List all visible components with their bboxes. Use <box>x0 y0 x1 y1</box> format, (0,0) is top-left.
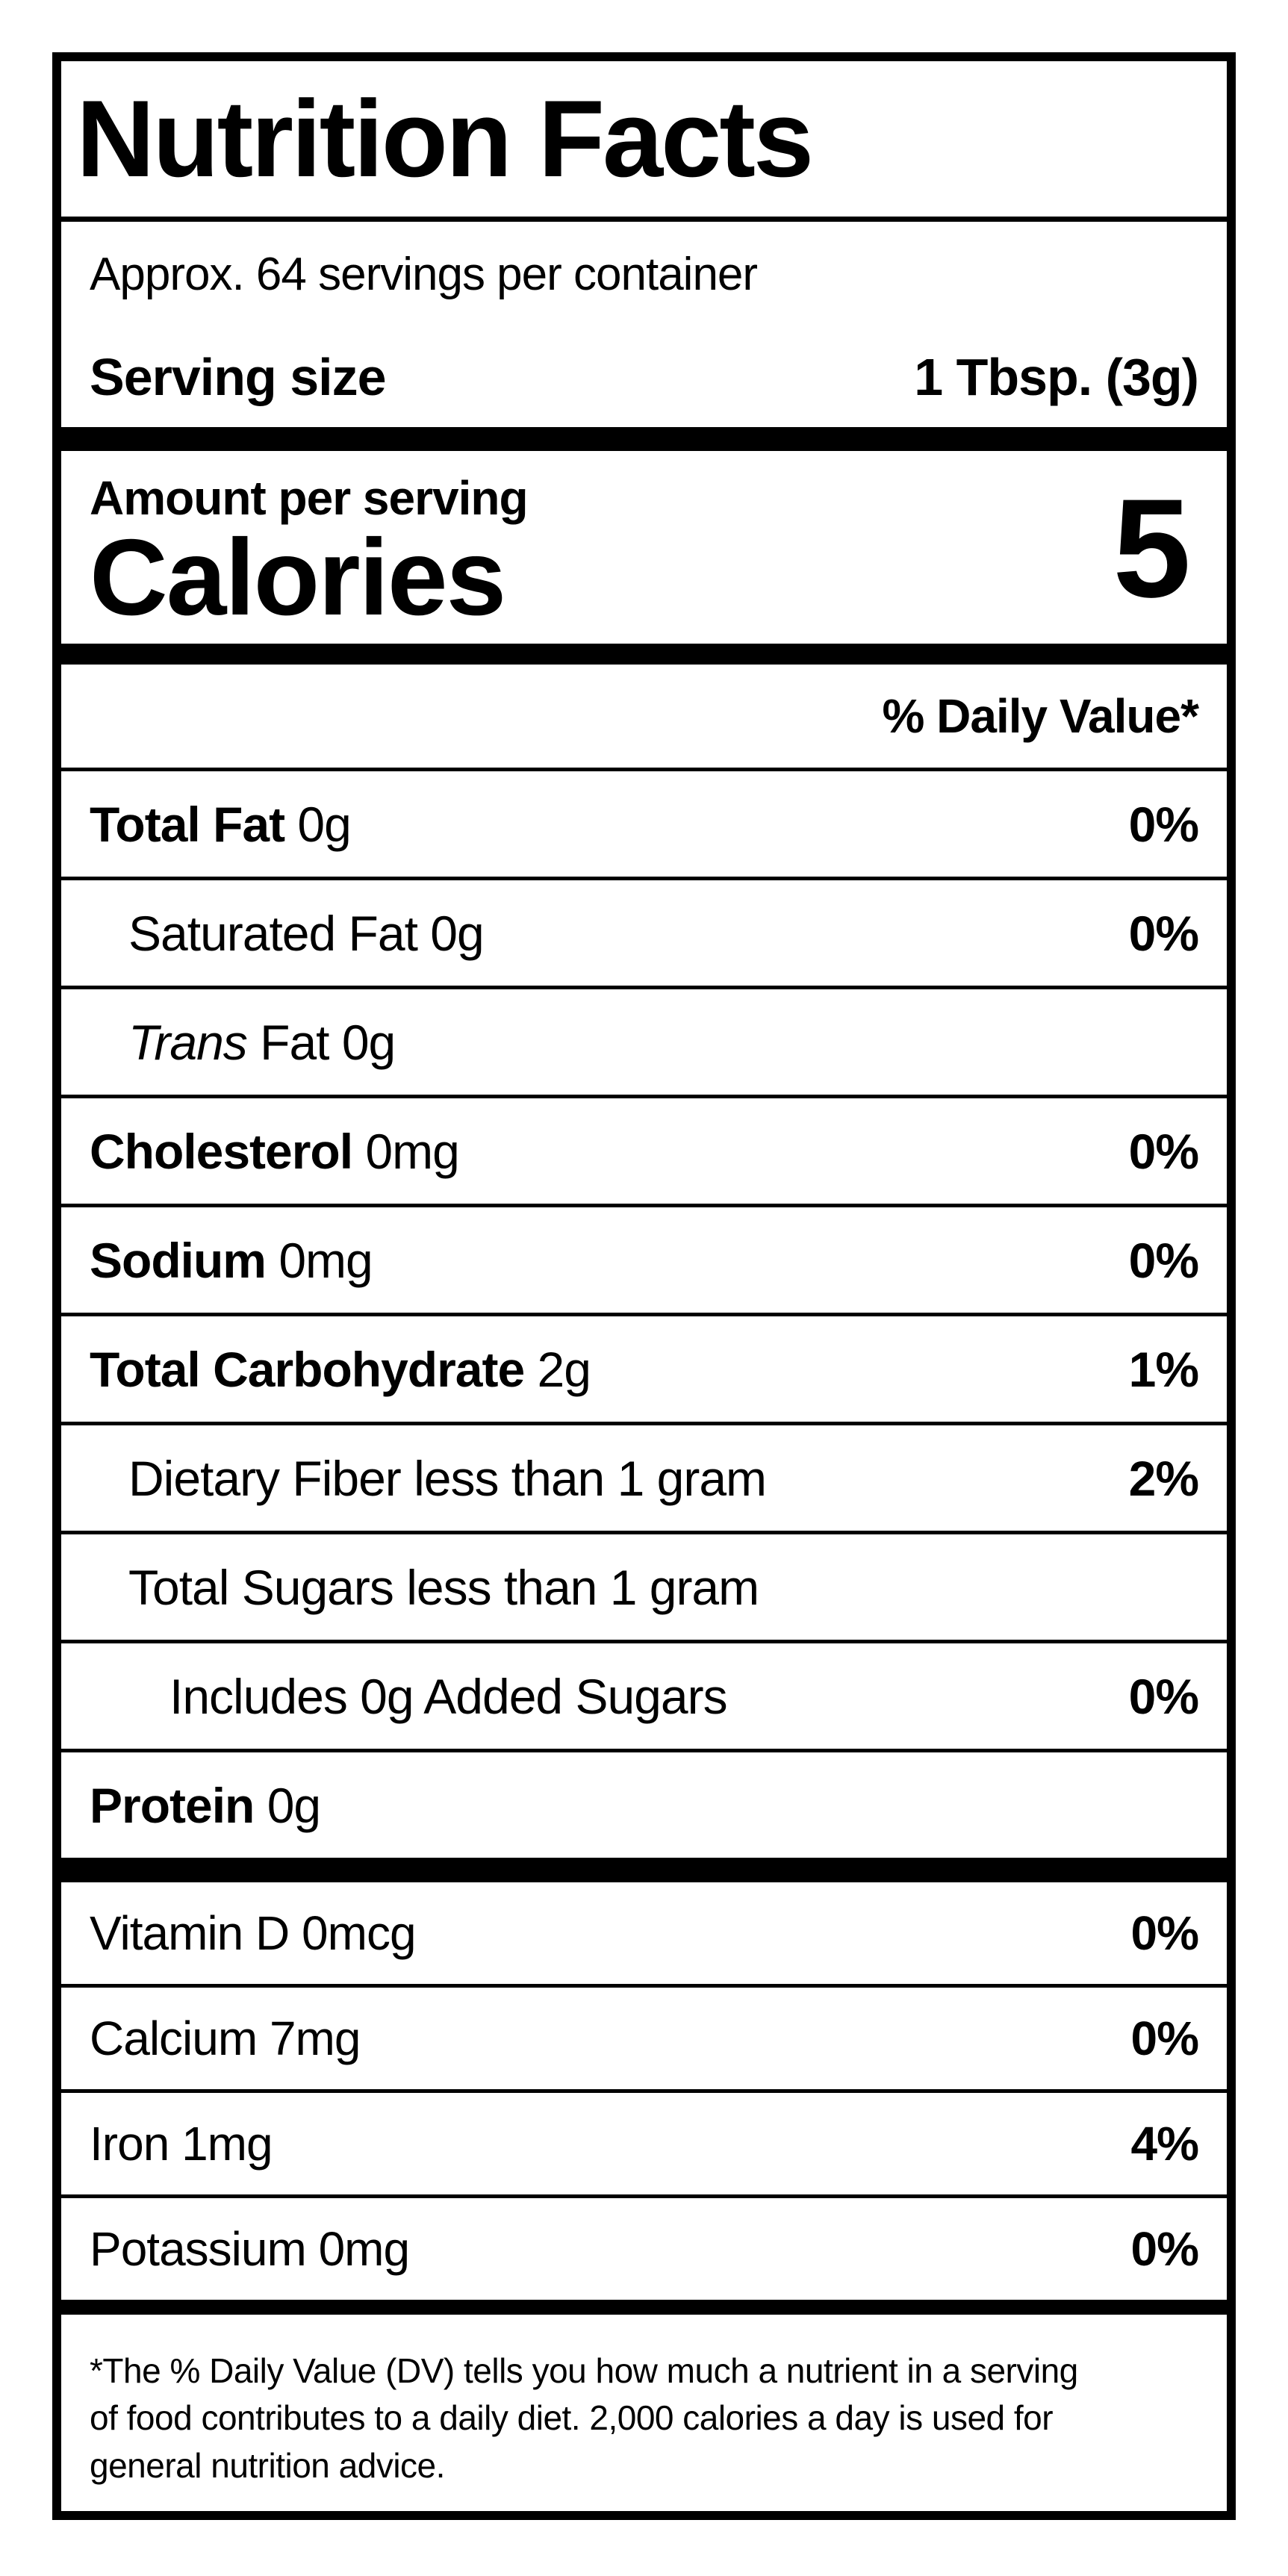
micronutrient-dv: 0% <box>1130 2012 1199 2065</box>
divider-below-title <box>61 217 1227 222</box>
divider <box>61 1531 1227 1534</box>
divider <box>61 877 1227 880</box>
amount-per-serving-label: Amount per serving <box>90 471 529 525</box>
nutrient-name: Trans Fat 0g <box>128 1014 396 1070</box>
divider <box>61 1204 1227 1207</box>
nutrient-dv: 0% <box>1128 796 1199 852</box>
micro-row-vitamin-d: Vitamin D 0mcg 0% <box>61 1882 1227 1984</box>
nutrient-row-total-carbohydrate: Total Carbohydrate 2g 1% <box>61 1316 1227 1422</box>
nutrient-row-total-fat: Total Fat 0g 0% <box>61 771 1227 877</box>
label-title: Nutrition Facts <box>76 78 814 199</box>
nutrient-dv: 0% <box>1128 1123 1199 1179</box>
nutrient-name: Total Sugars less than 1 gram <box>128 1559 759 1615</box>
nutrient-name: Total Carbohydrate 2g <box>90 1341 591 1397</box>
nutrient-row-protein: Protein 0g <box>61 1752 1227 1858</box>
divider <box>61 1095 1227 1098</box>
title-block: Nutrition Facts <box>61 61 1227 217</box>
nutrient-dv: 1% <box>1128 1341 1199 1397</box>
divider <box>61 2194 1227 2198</box>
footnote-line: *The % Daily Value (DV) tells you how mu… <box>90 2351 1078 2390</box>
nutrient-name: Includes 0g Added Sugars <box>169 1668 728 1724</box>
divider <box>61 1313 1227 1316</box>
thick-bar-below-calories <box>61 644 1227 665</box>
serving-size-row: Serving size 1 Tbsp. (3g) <box>61 326 1227 427</box>
divider <box>61 1749 1227 1752</box>
calories-value: 5 <box>1113 470 1191 626</box>
divider <box>61 1422 1227 1425</box>
nutrient-name: Cholesterol 0mg <box>90 1123 460 1179</box>
nutrient-row-trans-fat: Trans Fat 0g <box>61 989 1227 1095</box>
micronutrient-dv: 0% <box>1130 2222 1199 2276</box>
nutrient-name: Protein 0g <box>90 1777 321 1833</box>
divider <box>61 1984 1227 1988</box>
nutrient-row-saturated-fat: Saturated Fat 0g 0% <box>61 880 1227 986</box>
nutrient-row-dietary-fiber: Dietary Fiber less than 1 gram 2% <box>61 1425 1227 1531</box>
nutrient-name: Dietary Fiber less than 1 gram <box>128 1450 767 1506</box>
thick-bar-below-protein <box>61 1858 1227 1882</box>
thick-bar-below-serving-size <box>61 427 1227 451</box>
nutrient-row-total-sugars: Total Sugars less than 1 gram <box>61 1534 1227 1640</box>
serving-size-value: 1 Tbsp. (3g) <box>914 347 1199 406</box>
nutrient-dv: 0% <box>1128 1668 1199 1724</box>
nutrient-name: Saturated Fat 0g <box>128 905 485 961</box>
divider <box>61 768 1227 771</box>
thick-bar-above-footnote <box>61 2300 1227 2315</box>
servings-per-container-row: Approx. 64 servings per container <box>61 222 1227 326</box>
footnote-line: general nutrition advice. <box>90 2445 445 2485</box>
nutrient-row-added-sugars: Includes 0g Added Sugars 0% <box>61 1643 1227 1749</box>
calories-section: Amount per serving Calories 5 <box>61 451 1227 644</box>
micronutrient-name: Vitamin D 0mcg <box>90 1906 417 1960</box>
micronutrient-dv: 4% <box>1130 2117 1199 2171</box>
micro-row-calcium: Calcium 7mg 0% <box>61 1988 1227 2089</box>
servings-per-container-text: Approx. 64 servings per container <box>90 248 758 300</box>
nutrient-row-sodium: Sodium 0mg 0% <box>61 1207 1227 1313</box>
micronutrient-name: Calcium 7mg <box>90 2012 361 2065</box>
nutrient-row-cholesterol: Cholesterol 0mg 0% <box>61 1098 1227 1204</box>
calories-label: Calories <box>90 517 506 638</box>
nutrient-name: Sodium 0mg <box>90 1232 373 1288</box>
micronutrient-dv: 0% <box>1130 1906 1199 1960</box>
daily-value-header-row: % Daily Value* <box>61 665 1227 768</box>
nutrient-dv: 0% <box>1128 905 1199 961</box>
footnote-line: of food contributes to a daily diet. 2,0… <box>90 2398 1054 2438</box>
micronutrient-name: Potassium 0mg <box>90 2222 410 2276</box>
nutrient-dv: 0% <box>1128 1232 1199 1288</box>
micronutrient-name: Iron 1mg <box>90 2117 273 2171</box>
divider <box>61 2089 1227 2093</box>
footnote: *The % Daily Value (DV) tells you how mu… <box>61 2315 1227 2511</box>
micro-row-potassium: Potassium 0mg 0% <box>61 2198 1227 2300</box>
serving-size-label: Serving size <box>90 347 387 406</box>
nutrition-facts-label: Nutrition Facts Approx. 64 servings per … <box>52 52 1236 2520</box>
micro-row-iron: Iron 1mg 4% <box>61 2093 1227 2194</box>
nutrient-dv: 2% <box>1128 1450 1199 1506</box>
daily-value-header: % Daily Value* <box>882 689 1199 743</box>
nutrient-name: Total Fat 0g <box>90 796 352 852</box>
divider <box>61 1640 1227 1643</box>
divider <box>61 986 1227 989</box>
